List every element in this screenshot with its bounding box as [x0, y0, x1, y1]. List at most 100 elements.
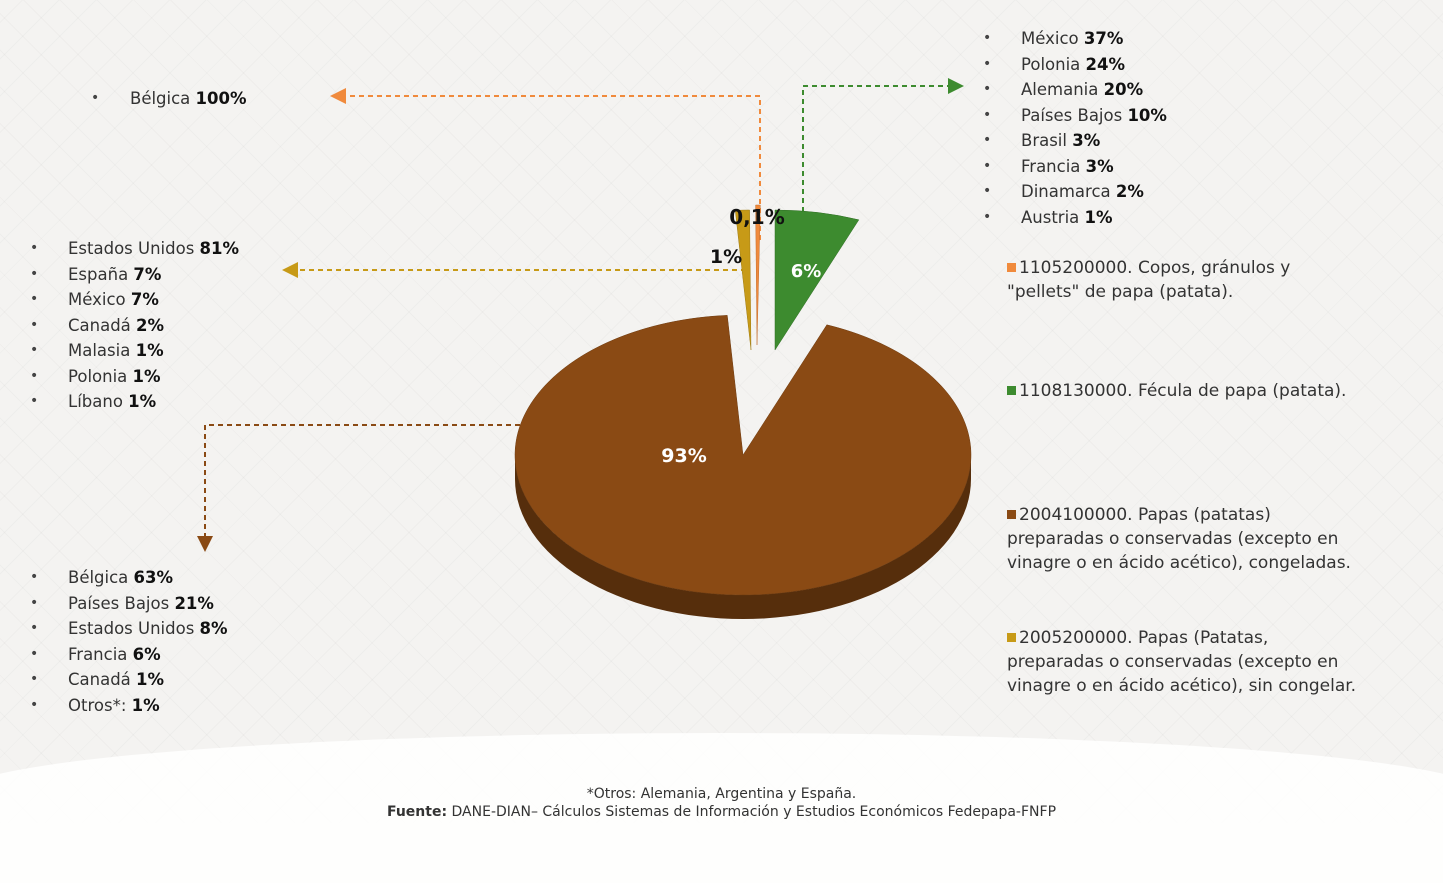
country-item: Francia 6% — [30, 642, 228, 668]
legend-swatch — [1007, 386, 1016, 395]
country-percent: 20% — [1103, 80, 1144, 99]
country-percent: 7% — [133, 264, 162, 284]
destinations-1105200000: Bélgica 100% — [91, 86, 247, 112]
footnote-otros: *Otros: Alemania, Argentina y España. — [586, 786, 857, 802]
country-name: Países Bajos — [68, 593, 175, 613]
country-percent: 81% — [199, 239, 240, 258]
country-item: Francia 3% — [983, 154, 1167, 180]
country-item: Bélgica 100% — [91, 86, 247, 112]
country-name: Malasia — [68, 341, 136, 360]
country-percent: 7% — [130, 290, 159, 309]
country-item: Malasia 1% — [30, 338, 239, 364]
country-name: Alemania — [1021, 80, 1104, 99]
country-name: Otros*: — [68, 695, 132, 715]
country-name: Francia — [68, 644, 133, 664]
country-item: Polonia 24% — [983, 52, 1167, 78]
country-percent: 100% — [195, 89, 247, 108]
country-item: Países Bajos 21% — [30, 591, 228, 617]
country-item: Líbano 1% — [30, 389, 239, 415]
country-item: Estados Unidos 81% — [30, 236, 239, 262]
legend-item-1108130000: 1108130000. Fécula de papa (patata). — [1007, 379, 1367, 403]
country-item: Austria 1% — [983, 205, 1167, 231]
country-name: Líbano — [68, 392, 129, 411]
pie-slice-1108130000 — [774, 209, 860, 351]
legend-item-2004100000: 2004100000. Papas (patatas) preparadas o… — [1007, 503, 1367, 575]
country-item: Otros*: 1% — [30, 693, 228, 719]
country-name: Países Bajos — [1021, 105, 1128, 125]
country-percent: 21% — [174, 593, 214, 613]
country-name: Austria — [1021, 207, 1085, 227]
country-name: México — [68, 290, 131, 309]
country-percent: 3% — [1085, 156, 1114, 176]
source-text: DANE-DIAN– Cálculos Sistemas de Informac… — [447, 804, 1057, 820]
slice-label-2004100000: 93% — [661, 445, 706, 467]
pie-slice-side — [515, 455, 971, 619]
legend-label: 1105200000. Copos, gránulos y "pellets" … — [1007, 258, 1291, 302]
country-name: Estados Unidos — [68, 239, 200, 258]
country-item: Bélgica 63% — [30, 565, 228, 591]
slice-label-2005200000: 1% — [710, 246, 742, 268]
pie-slice-2004100000 — [514, 315, 972, 596]
country-item: Dinamarca 2% — [983, 179, 1167, 205]
country-name: Dinamarca — [1021, 182, 1116, 201]
legend-swatch — [1007, 263, 1016, 272]
pie-slice-1105200000 — [755, 204, 761, 346]
country-item: Alemania 20% — [983, 77, 1167, 103]
source-label: Fuente: — [386, 804, 448, 820]
country-name: Bélgica — [68, 568, 134, 587]
country-name: España — [68, 264, 134, 284]
pie-slice-2005200000 — [734, 209, 752, 351]
country-percent: 10% — [1127, 105, 1167, 125]
country-item: Países Bajos 10% — [983, 103, 1167, 129]
country-percent: 1% — [135, 341, 164, 360]
connector-green — [802, 78, 964, 248]
country-item: México 37% — [983, 26, 1167, 52]
country-name: Canadá — [68, 315, 137, 335]
country-percent: 6% — [132, 644, 161, 664]
country-name: Bélgica — [130, 89, 196, 108]
country-item: Canadá 2% — [30, 313, 239, 339]
country-item: Brasil 3% — [983, 128, 1167, 154]
country-name: Estados Unidos — [68, 619, 200, 638]
connector-brown — [197, 424, 520, 552]
legend-label: 2005200000. Papas (Patatas, preparadas o… — [1007, 628, 1357, 696]
country-percent: 1% — [131, 695, 160, 715]
country-percent: 1% — [132, 366, 161, 386]
legend-item-2005200000: 2005200000. Papas (Patatas, preparadas o… — [1007, 626, 1367, 698]
country-percent: 63% — [133, 568, 174, 587]
country-percent: 37% — [1083, 29, 1124, 48]
pie-chart: 0,1% 6% 93% 1% — [197, 78, 972, 619]
country-name: México — [1021, 29, 1084, 48]
country-item: Estados Unidos 8% — [30, 616, 228, 642]
country-percent: 3% — [1072, 131, 1101, 150]
country-percent: 2% — [1115, 182, 1144, 201]
destinations-2005200000: Estados Unidos 81%España 7%México 7%Cana… — [30, 236, 239, 415]
country-name: Polonia — [68, 366, 133, 386]
country-item: España 7% — [30, 262, 239, 288]
legend-swatch — [1007, 633, 1016, 642]
connector-orange — [330, 88, 761, 240]
country-name: Francia — [1021, 156, 1086, 176]
country-percent: 24% — [1085, 54, 1126, 74]
connector-gold — [282, 258, 744, 278]
destinations-2004100000: Bélgica 63%Países Bajos 21%Estados Unido… — [30, 565, 228, 718]
destinations-1108130000: México 37%Polonia 24%Alemania 20%Países … — [983, 26, 1167, 230]
legend-swatch — [1007, 510, 1016, 519]
legend-label: 2004100000. Papas (patatas) preparadas o… — [1007, 505, 1351, 573]
country-percent: 1% — [128, 392, 157, 411]
country-percent: 2% — [136, 315, 165, 335]
country-name: Canadá — [68, 670, 137, 689]
country-item: Canadá 1% — [30, 667, 228, 693]
country-percent: 8% — [199, 619, 228, 638]
footnote-source: Fuente: DANE-DIAN– Cálculos Sistemas de … — [0, 804, 1443, 820]
slice-label-1105200000: 0,1% — [729, 205, 784, 229]
slice-label-1108130000: 6% — [791, 261, 822, 282]
country-name: Brasil — [1021, 131, 1073, 150]
legend-label: 1108130000. Fécula de papa (patata). — [1019, 381, 1347, 401]
country-name: Polonia — [1021, 54, 1086, 74]
country-item: México 7% — [30, 287, 239, 313]
country-percent: 1% — [1084, 207, 1113, 227]
country-percent: 1% — [136, 670, 165, 689]
legend-item-1105200000: 1105200000. Copos, gránulos y "pellets" … — [1007, 256, 1367, 304]
country-item: Polonia 1% — [30, 364, 239, 390]
